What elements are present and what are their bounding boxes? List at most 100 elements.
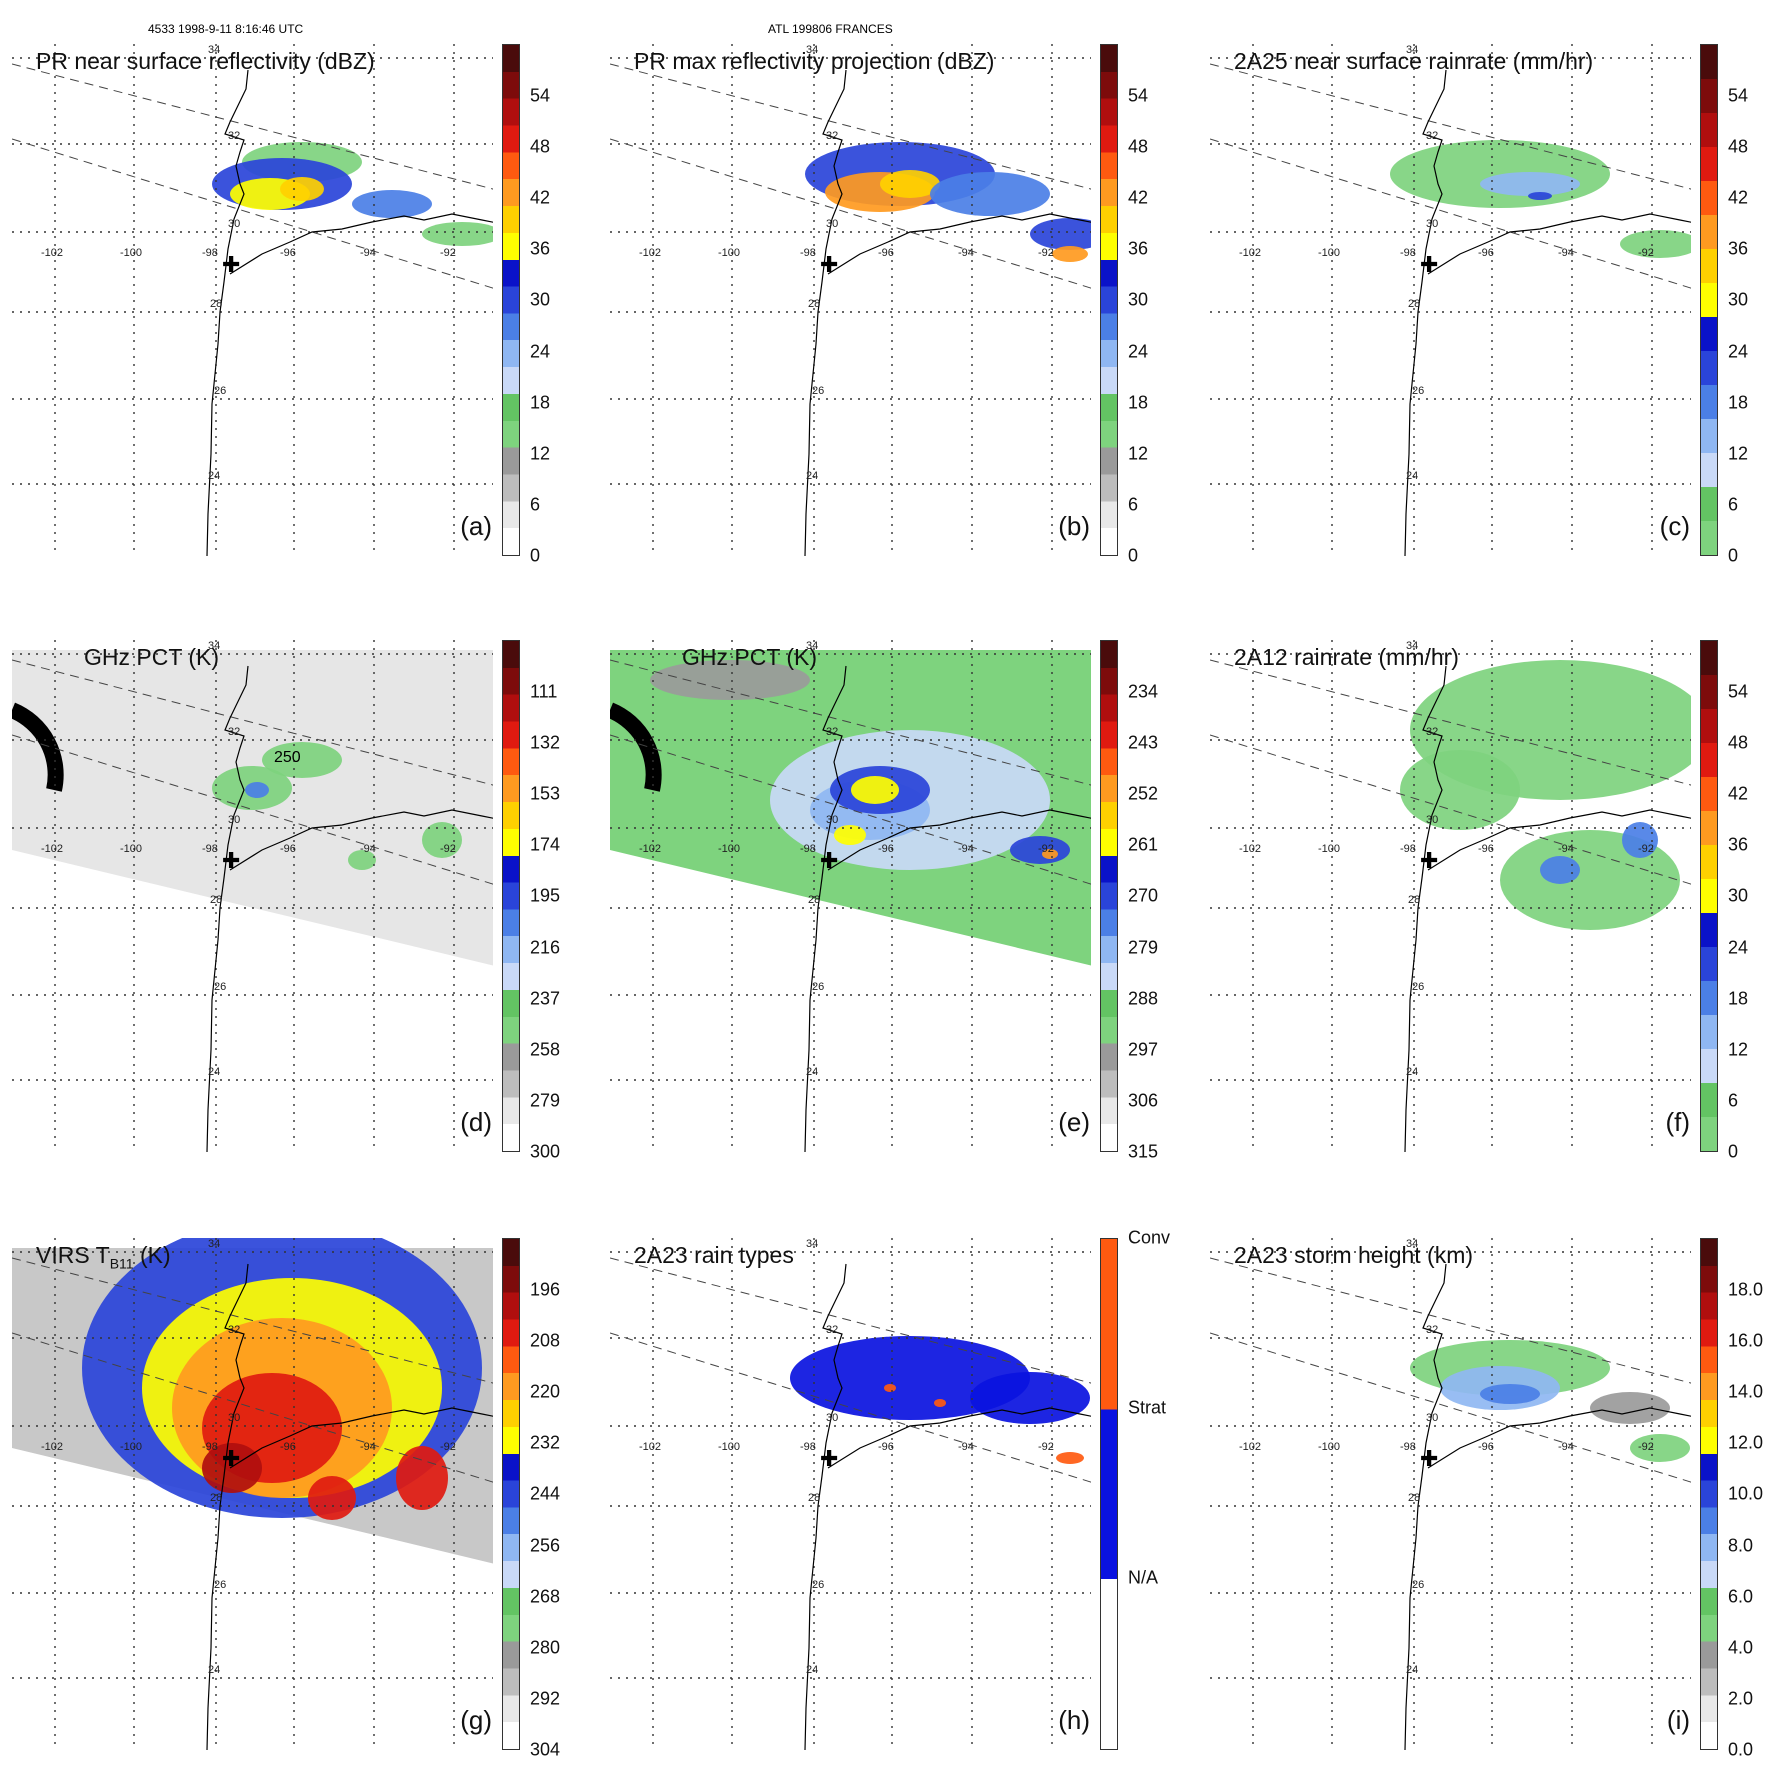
lon-label: -98 xyxy=(202,247,218,259)
title-subscript: B11 xyxy=(109,1255,134,1272)
rain-cell xyxy=(1056,1452,1084,1464)
orbit-track xyxy=(1210,138,1691,289)
colorbar-tick: 18 xyxy=(1728,988,1749,1009)
lat-label: 24 xyxy=(806,1664,818,1676)
colorbar-tick: 42 xyxy=(1728,783,1749,804)
lon-label: -94 xyxy=(1558,247,1574,259)
panel-title: PR max reflectivity projection (dBZ) xyxy=(634,48,995,74)
storm-center-marker: ✚ xyxy=(222,252,240,277)
lon-label: -94 xyxy=(958,843,974,855)
orbit-track xyxy=(610,734,1091,885)
lat-lon-grid xyxy=(1210,1238,1691,1750)
lon-label: -96 xyxy=(280,843,296,855)
coastline xyxy=(1404,665,1447,1152)
colorbar-tick: 280 xyxy=(530,1637,561,1658)
coastline xyxy=(206,69,249,556)
lat-lon-grid xyxy=(610,640,1091,1152)
map-e: ✚ -102 -100 -98 -96 -94 -92 34 32 30 28 26 24 xyxy=(610,640,1091,1152)
coastline xyxy=(1404,69,1447,556)
panel-title: 2A23 storm height (km) xyxy=(1234,1242,1474,1268)
map-b: ✚ -102 -100 -98 -96 -94 -92 34 32 30 28 26 24 xyxy=(610,44,1091,556)
rain-cell xyxy=(280,177,324,201)
lon-label: -98 xyxy=(1400,247,1416,259)
colorbar-tick: 315 xyxy=(1128,1141,1159,1162)
lat-label: 32 xyxy=(228,1324,240,1336)
lat-label: 32 xyxy=(826,1324,838,1336)
colorbar-tick: 0 xyxy=(530,545,541,566)
rain-cell xyxy=(1030,218,1091,250)
colorbar-tick: 42 xyxy=(530,187,551,208)
colorbar-tick: 0.0 xyxy=(1728,1739,1754,1760)
colorbar-tick: 132 xyxy=(530,732,561,753)
panel-h: ✚ -102 -100 -98 -96 -94 -92 34 32 30 28 26 24 2A23 ra… xyxy=(610,1228,1170,1758)
panel-title: PR near surface reflectivity (dBZ) xyxy=(36,48,375,74)
colorbar-tick: 288 xyxy=(1128,988,1159,1009)
lon-label: -94 xyxy=(958,1441,974,1453)
map-c: ✚ -102 -100 -98 -96 -94 -92 34 32 30 28 26 24 xyxy=(1210,44,1691,556)
colorbar-tick: 279 xyxy=(530,1090,561,1111)
lon-label: -92 xyxy=(1038,247,1054,259)
lat-label: 26 xyxy=(214,981,226,993)
lon-label: -98 xyxy=(800,843,816,855)
coastline xyxy=(206,1263,249,1750)
colorbar-tick: 4.0 xyxy=(1728,1637,1754,1658)
gulf-coastline xyxy=(1427,1407,1691,1469)
colorbar-tick: 48 xyxy=(1728,732,1749,753)
title-unit: (K) xyxy=(133,1242,171,1268)
lat-label: 34 xyxy=(1406,640,1418,652)
orbit-track xyxy=(12,138,493,289)
lat-label: 26 xyxy=(1412,981,1424,993)
orbit-track xyxy=(610,1332,1091,1483)
lon-label: -92 xyxy=(1638,247,1654,259)
rain-cell xyxy=(1400,750,1520,830)
lat-label: 26 xyxy=(812,1579,824,1591)
lon-label: -102 xyxy=(41,843,63,855)
storm-center-marker: ✚ xyxy=(820,848,838,873)
lon-label: -98 xyxy=(1400,843,1416,855)
lat-label: 30 xyxy=(1426,218,1438,230)
colorbar-tick: 304 xyxy=(530,1739,561,1760)
lon-label: -94 xyxy=(360,1441,376,1453)
swath-edge-ring xyxy=(12,702,64,792)
colorbar-tick: 256 xyxy=(530,1535,561,1556)
rain-cell xyxy=(1480,1384,1540,1404)
lon-label: -96 xyxy=(280,247,296,259)
panel-letter: (i) xyxy=(1666,1705,1690,1735)
rain-cell xyxy=(262,742,342,778)
orbit-track xyxy=(610,138,1091,289)
orbit-track xyxy=(1210,1332,1691,1483)
lon-label: -98 xyxy=(800,247,816,259)
lat-label: 34 xyxy=(208,640,220,652)
coastline xyxy=(1404,1263,1447,1750)
lon-label: -92 xyxy=(1038,843,1054,855)
map-a: ✚ -102 -100 -98 -96 -94 -92 34 32 30 28 26 24 xyxy=(12,44,493,556)
rain-cell xyxy=(202,1443,262,1493)
colorbar-tick: 252 xyxy=(1128,783,1159,804)
colorbar-tick: Strat xyxy=(1128,1397,1167,1418)
panel-letter: (f) xyxy=(1665,1107,1690,1137)
lat-label: 26 xyxy=(214,385,226,397)
lat-label: 26 xyxy=(1412,1579,1424,1591)
lon-label: -92 xyxy=(440,1441,456,1453)
coastline xyxy=(804,665,847,1152)
lat-label: 32 xyxy=(1426,1324,1438,1336)
rain-cell xyxy=(650,660,810,700)
colorbar-tick: 196 xyxy=(530,1279,561,1300)
title-text: VIRS T xyxy=(36,1242,110,1268)
colorbar-tick: 12 xyxy=(1128,443,1149,464)
lon-label: -102 xyxy=(41,1441,63,1453)
colorbar xyxy=(1100,640,1118,1152)
orbit-track xyxy=(610,659,1091,786)
colorbar-tick: 14.0 xyxy=(1728,1381,1764,1402)
panel-title: 2A25 near surface rainrate (mm/hr) xyxy=(1234,48,1594,74)
rain-cell xyxy=(1528,192,1552,200)
lat-lon-grid xyxy=(12,640,493,1152)
lon-label: -100 xyxy=(1318,843,1340,855)
orbit-track xyxy=(12,659,493,786)
lon-label: -94 xyxy=(360,843,376,855)
lon-label: -98 xyxy=(1400,1441,1416,1453)
lon-label: -96 xyxy=(878,843,894,855)
lat-label: 34 xyxy=(208,44,220,56)
lat-lon-grid xyxy=(12,1238,493,1750)
lon-label: -92 xyxy=(1038,1441,1054,1453)
